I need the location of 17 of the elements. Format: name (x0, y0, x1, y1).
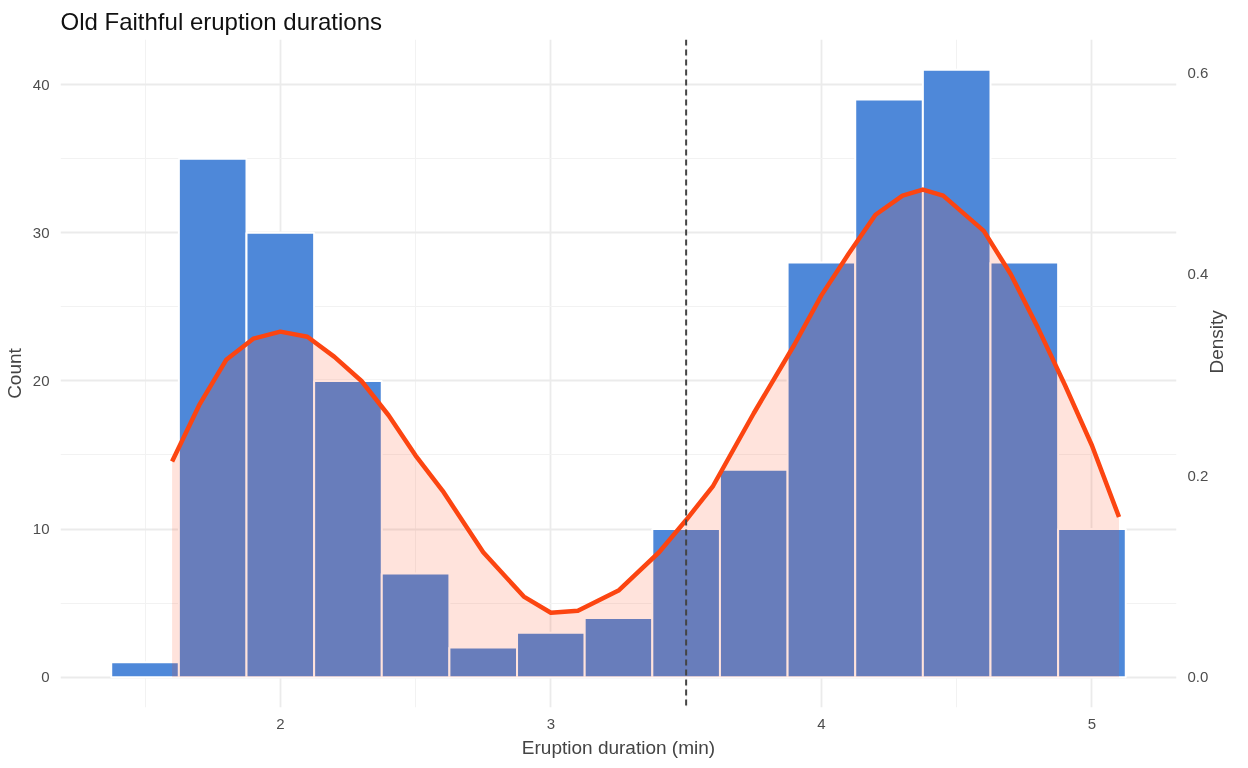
chart-title: Old Faithful eruption durations (60, 7, 383, 35)
y2-tick-label: 0.2 (1187, 466, 1209, 484)
y-tick-label: 30 (32, 223, 50, 241)
y-tick-label: 40 (32, 75, 50, 93)
x-axis-title: Eruption duration (min) (521, 736, 716, 758)
y-axis-title: Count (3, 347, 25, 399)
y2-tick-label: 0.6 (1187, 63, 1209, 81)
y-tick-label: 0 (41, 668, 50, 686)
y2-tick-label: 0.4 (1187, 265, 1209, 283)
x-tick-label: 3 (546, 714, 556, 732)
y2-axis-title: Density (1205, 309, 1227, 374)
y2-tick-label: 0.0 (1187, 668, 1209, 686)
y-tick-label: 20 (32, 371, 50, 389)
x-tick-label: 5 (1087, 714, 1097, 732)
x-tick-label: 4 (817, 714, 826, 732)
y-tick-label: 10 (32, 520, 50, 538)
x-tick-label: 2 (276, 714, 285, 732)
